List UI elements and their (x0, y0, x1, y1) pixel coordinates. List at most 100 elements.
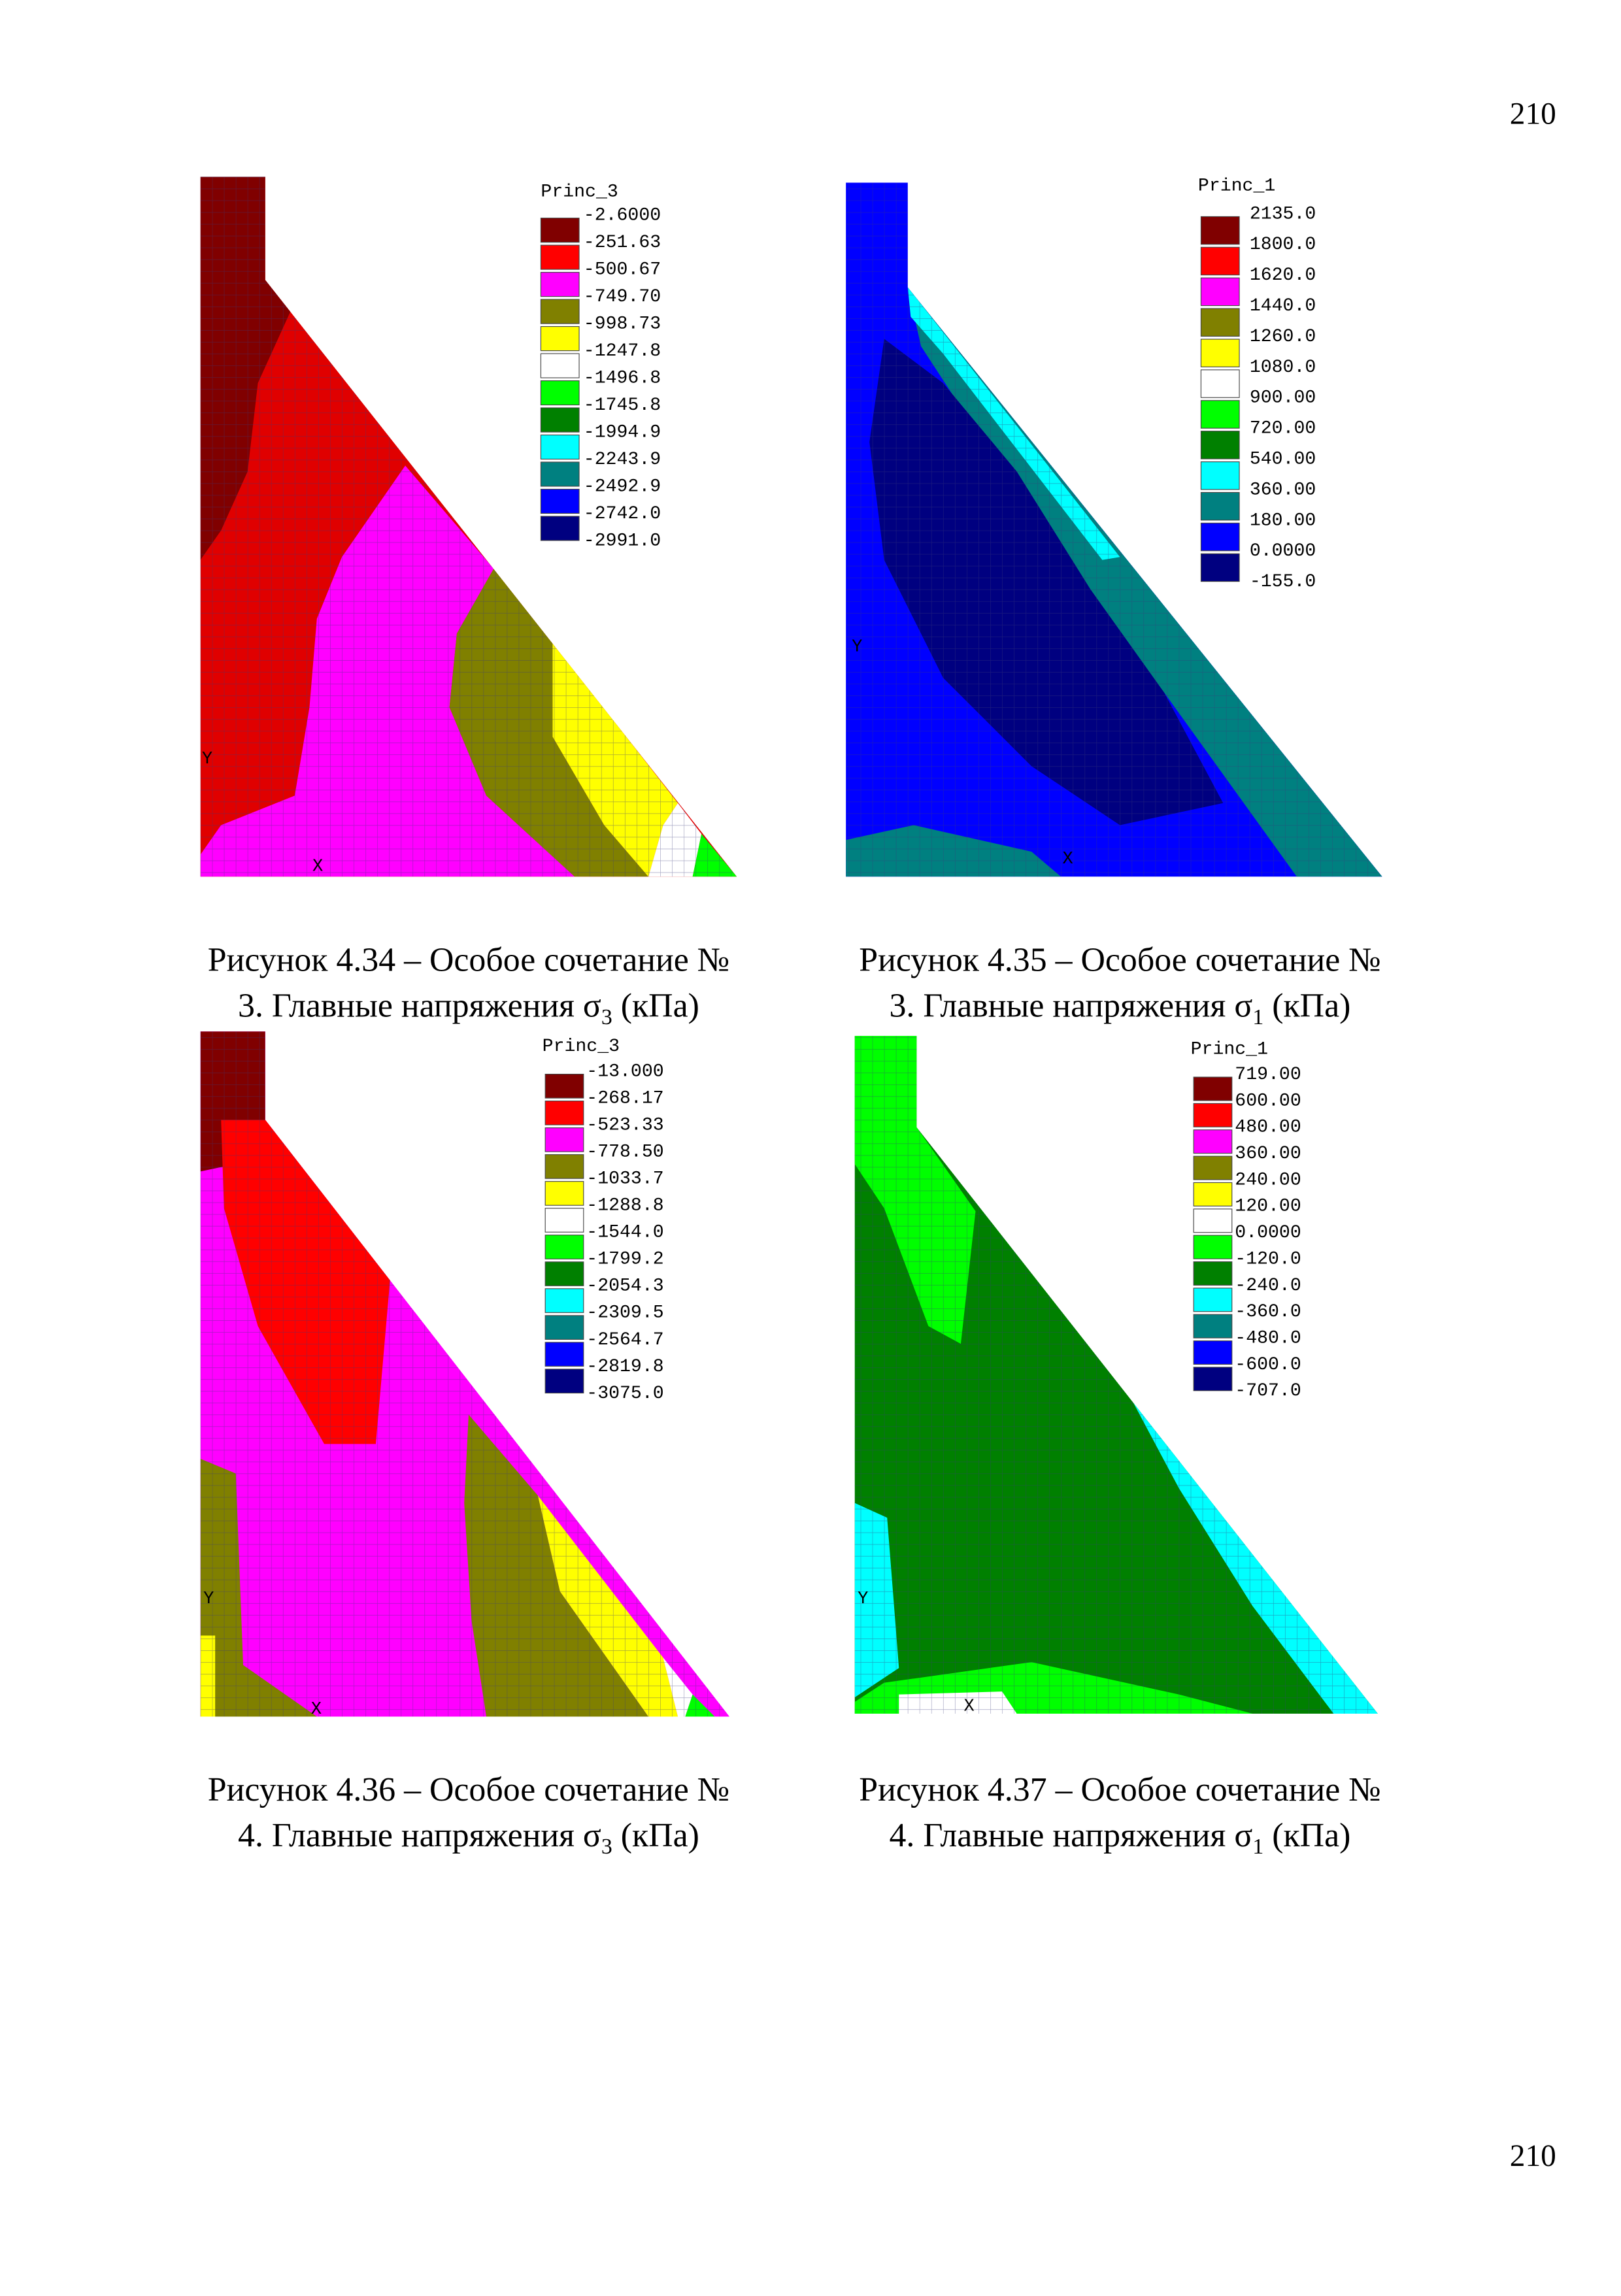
legend-label: -1496.8 (584, 368, 661, 388)
caption-text: 4. Главные напряжения σ (238, 1817, 601, 1854)
legend-label: 360.00 (1250, 480, 1316, 500)
legend-label: -2564.7 (586, 1330, 663, 1350)
legend-label: 1260.0 (1250, 327, 1316, 347)
page-number: 210 (1510, 2139, 1556, 2173)
legend-label: -998.73 (584, 314, 661, 335)
legend-swatch (1200, 522, 1240, 552)
legend-label: -240.0 (1235, 1276, 1301, 1296)
caption-text: (кПа) (1263, 1817, 1350, 1854)
legend-title: Princ_3 (541, 182, 618, 203)
figure: Princ_3 -13.000 -268.17 -523.33 -778.50 -1033… (203, 1037, 729, 1859)
legend-swatch (544, 1315, 584, 1340)
legend-swatch (544, 1073, 584, 1099)
legend-swatch (540, 299, 580, 324)
legend-label: -2309.5 (586, 1303, 663, 1323)
legend-swatch (540, 434, 580, 460)
caption-line: Рисунок 4.36 – Особое сочетание № (208, 1771, 729, 1808)
caption-subscript: 1 (1252, 1005, 1263, 1029)
legend-label: -480.0 (1235, 1329, 1301, 1349)
caption-subscript: 3 (601, 1835, 612, 1859)
legend-label: -500.67 (584, 260, 661, 280)
legend-label: 240.00 (1235, 1170, 1301, 1190)
legend-label: 1620.0 (1250, 265, 1316, 286)
legend-swatch (540, 488, 580, 514)
legend-label: 720.00 (1250, 419, 1316, 439)
axis-label: X (1063, 849, 1073, 869)
legend-swatch (540, 380, 580, 406)
legend-label: -2243.9 (584, 450, 661, 470)
legend-swatch (540, 407, 580, 433)
legend-swatch (1200, 308, 1240, 337)
caption-subscript: 1 (1252, 1835, 1263, 1859)
legend-label: -1033.7 (586, 1169, 663, 1190)
legend-swatch (1193, 1076, 1233, 1101)
legend-swatch (1193, 1314, 1233, 1339)
caption-line: Рисунок 4.37 – Особое сочетание № (859, 1771, 1380, 1808)
legend-swatch (1200, 277, 1240, 307)
legend-swatch (1193, 1182, 1233, 1206)
legend-label: 180.00 (1250, 510, 1316, 531)
legend-label: -1994.9 (584, 422, 661, 442)
legend-swatch (544, 1288, 584, 1313)
legend-swatch (540, 516, 580, 541)
axis-label: Y (852, 637, 862, 657)
caption-line: 4. Главные напряжения σ1 (кПа) (890, 1817, 1351, 1859)
legend-label: -155.0 (1250, 572, 1316, 592)
legend-label: 360.00 (1235, 1144, 1301, 1164)
legend-label: 2135.0 (1250, 204, 1316, 224)
legend-swatch (540, 272, 580, 297)
legend-swatch (544, 1208, 584, 1233)
figure: Princ_3 -2.6000 -251.63 -500.67 -749.70 -998.… (202, 182, 729, 1029)
legend-swatch (544, 1127, 584, 1152)
legend-label: 540.00 (1250, 449, 1316, 469)
legend-label: -707.0 (1235, 1381, 1301, 1401)
axis-label: X (311, 1699, 322, 1720)
legend-swatch (1200, 553, 1240, 582)
legend-label: -1544.0 (586, 1223, 663, 1243)
axis-label: X (963, 1696, 974, 1716)
legend-label: 900.00 (1250, 388, 1316, 408)
legend-swatch (1200, 339, 1240, 367)
legend-label: -1288.8 (586, 1196, 663, 1216)
caption-text: (кПа) (1263, 988, 1350, 1025)
legend-title: Princ_3 (543, 1037, 620, 1057)
legend-title: Princ_1 (1198, 176, 1275, 197)
legend-label: -120.0 (1235, 1249, 1301, 1269)
legend-label: 1080.0 (1250, 358, 1316, 378)
legend-swatch (1200, 491, 1240, 521)
legend-label: 120.00 (1235, 1197, 1301, 1217)
legend-swatch (544, 1235, 584, 1259)
caption-line: 3. Главные напряжения σ3 (кПа) (238, 988, 699, 1029)
overlay: Princ_3 -2.6000 -251.63 -500.67 -749.70 -998.… (202, 176, 1381, 1859)
legend-label: -2991.0 (584, 531, 661, 551)
legend: Princ_1 2135.0 1800.0 1620.0 1440.0 1260.0 108… (1198, 176, 1316, 593)
legend-label: -2819.8 (586, 1357, 663, 1377)
legend-swatch (1193, 1261, 1233, 1286)
caption-text: 3. Главные напряжения σ (890, 988, 1253, 1025)
legend-swatch (540, 218, 580, 243)
legend-swatch (1200, 461, 1240, 490)
legend-label: 1440.0 (1250, 296, 1316, 316)
legend-label: -268.17 (586, 1088, 663, 1108)
legend-swatch (544, 1181, 584, 1206)
page-number: 210 (1510, 97, 1556, 131)
figure: Princ_1 2135.0 1800.0 1620.0 1440.0 1260.0 108… (852, 176, 1381, 1029)
legend-swatch (544, 1100, 584, 1125)
legend-swatch (1200, 216, 1240, 245)
legend-label: -600.0 (1235, 1355, 1301, 1375)
legend-label: -1745.8 (584, 395, 661, 416)
caption-text: 4. Главные напряжения σ (890, 1817, 1253, 1854)
legend-swatch (544, 1154, 584, 1179)
legend-swatch (1193, 1340, 1233, 1365)
caption-line: 4. Главные напряжения σ3 (кПа) (238, 1817, 699, 1859)
legend-swatch (1200, 369, 1240, 398)
legend-label: 719.00 (1235, 1065, 1301, 1085)
legend-swatch (1200, 246, 1240, 276)
legend-swatch (544, 1342, 584, 1367)
caption-subscript: 3 (601, 1005, 612, 1029)
legend-swatch (544, 1369, 584, 1393)
axis-label: Y (202, 749, 212, 769)
legend-swatch (540, 244, 580, 270)
axis-label: Y (858, 1589, 868, 1609)
legend-title: Princ_1 (1191, 1040, 1268, 1060)
